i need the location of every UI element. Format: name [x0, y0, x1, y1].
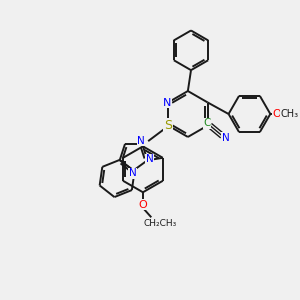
Text: N: N — [129, 169, 136, 178]
Text: O: O — [139, 200, 147, 210]
Text: O: O — [272, 109, 281, 119]
Text: N: N — [163, 98, 171, 107]
Text: C: C — [203, 118, 210, 128]
Text: N: N — [137, 136, 145, 146]
Text: N: N — [146, 154, 154, 164]
Text: CH₃: CH₃ — [280, 109, 298, 119]
Text: N: N — [222, 133, 230, 143]
Text: CH₂CH₃: CH₂CH₃ — [143, 219, 176, 228]
Text: S: S — [164, 119, 172, 132]
